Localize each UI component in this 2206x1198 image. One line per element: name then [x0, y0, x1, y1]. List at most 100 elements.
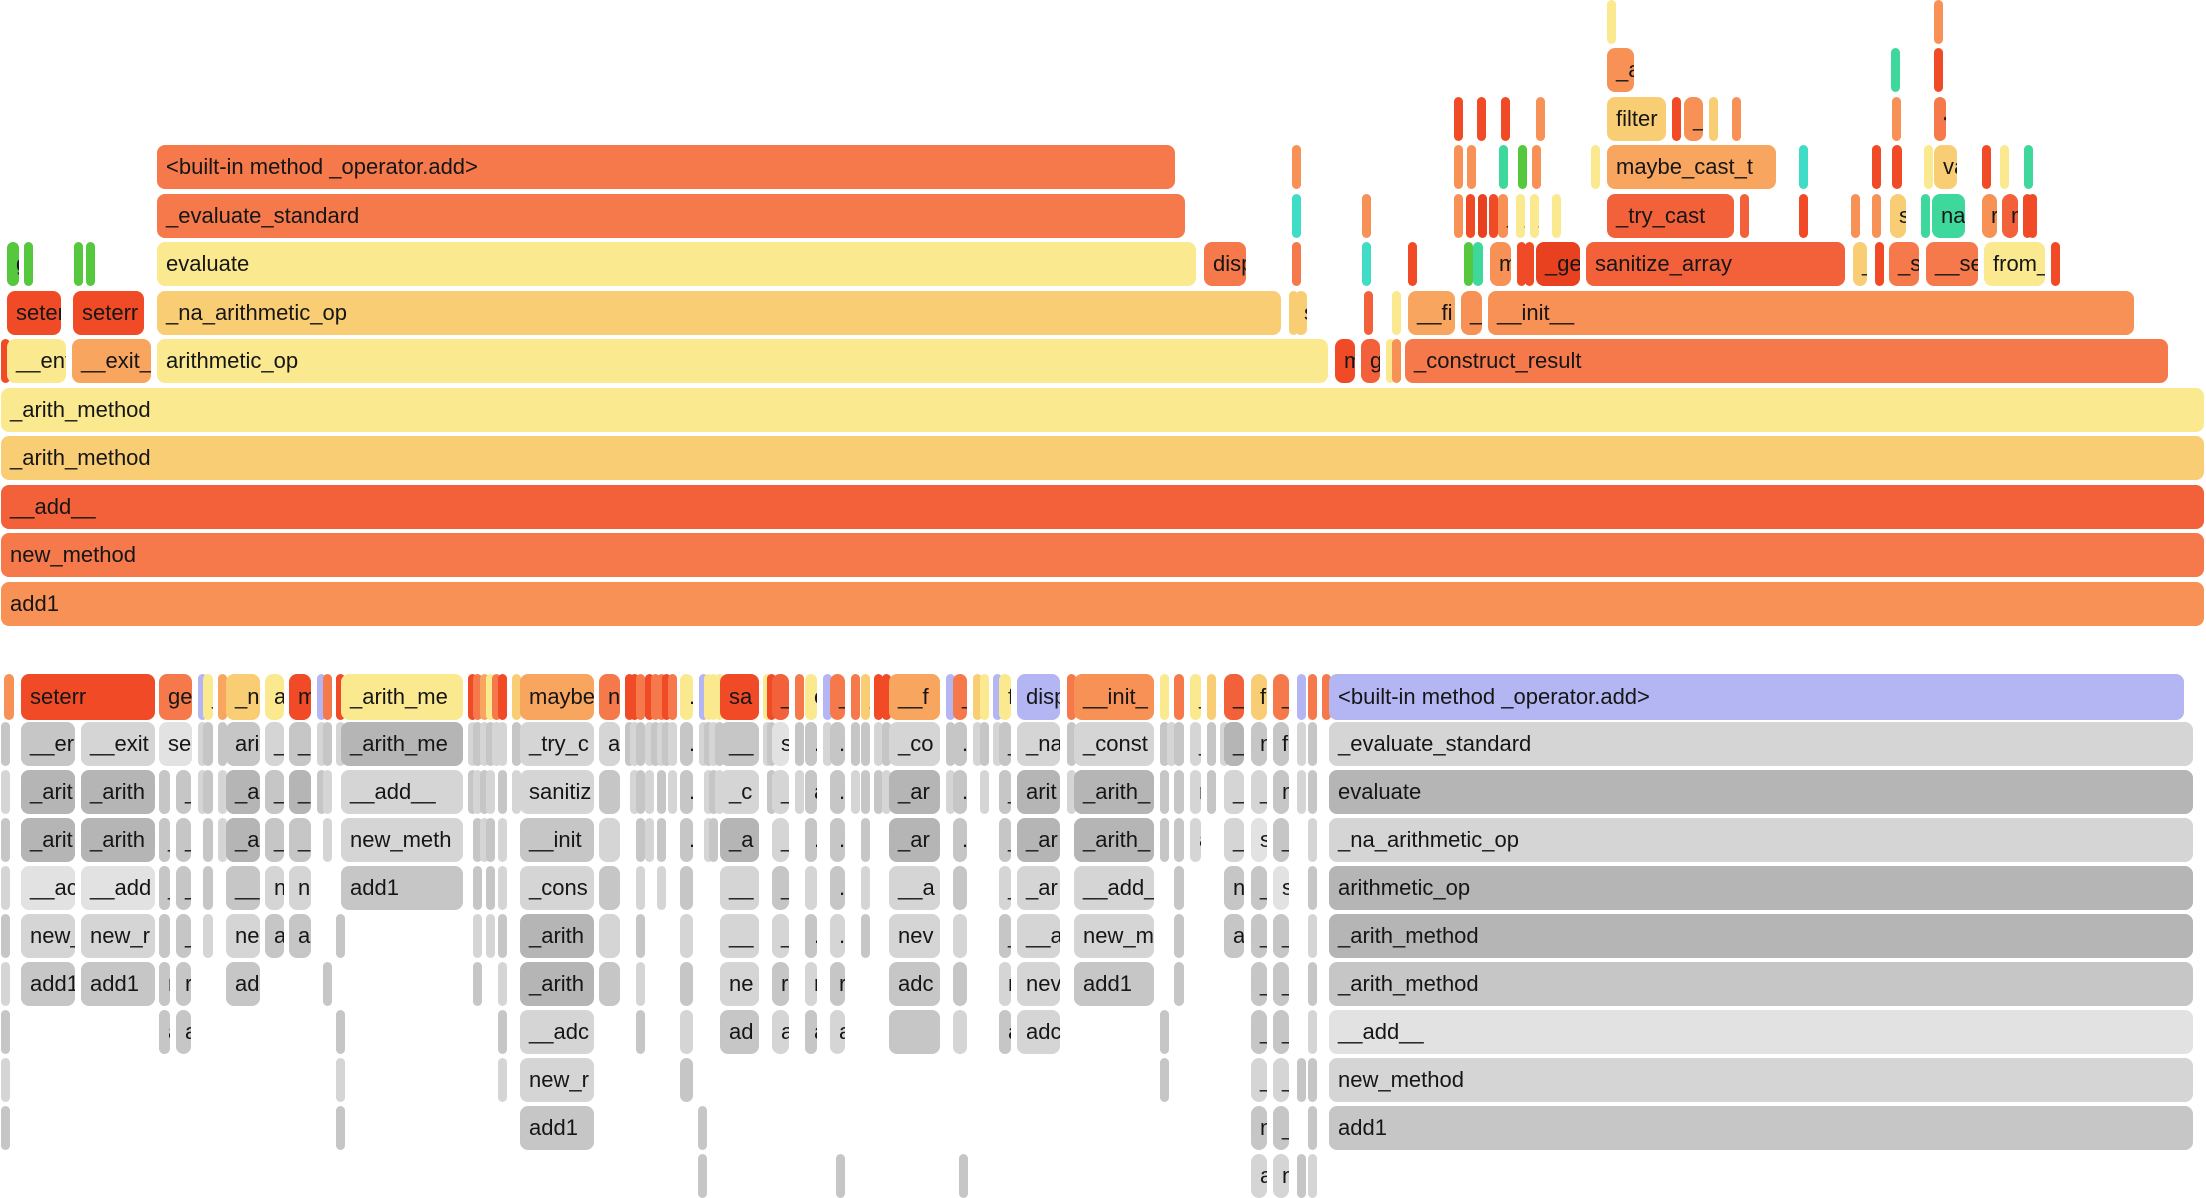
flame-frame-sliver[interactable]: [795, 770, 804, 814]
flame-frame-n[interactable]: n: [1273, 1154, 1289, 1198]
flame-frame-sliver[interactable]: .: [1308, 962, 1317, 1006]
flame-frame-sliver[interactable]: [1525, 242, 1534, 286]
flame-frame-sliver[interactable]: _: [1273, 1058, 1289, 1102]
flame-frame-sliver[interactable]: _: [1251, 914, 1267, 958]
flame-frame-sanitize-array[interactable]: sanitize_array: [1586, 242, 1845, 286]
flame-frame-sliver[interactable]: [651, 722, 660, 766]
flame-frame-sliver[interactable]: [1921, 194, 1930, 238]
flame-frame-sliver[interactable]: _: [1684, 97, 1703, 141]
flame-frame-sliver[interactable]: [1292, 145, 1301, 189]
flame-frame-const[interactable]: _const: [1074, 722, 1154, 766]
flame-frame-ari[interactable]: ari: [226, 722, 260, 766]
flame-frame-sliver[interactable]: .: [1308, 914, 1317, 958]
flame-frame-disp[interactable]: disp: [1017, 674, 1060, 720]
flame-frame-sliver[interactable]: _: [772, 914, 789, 958]
flame-frame-a[interactable]: a: [176, 1010, 191, 1054]
flame-frame-sliver[interactable]: [1454, 194, 1463, 238]
flame-frame-sliver[interactable]: [1, 866, 10, 910]
flame-frame-sliver[interactable]: _: [953, 674, 967, 720]
flame-frame-sliver[interactable]: .: [159, 770, 170, 814]
flame-frame-er[interactable]: __er: [21, 722, 75, 766]
flame-frame-ne[interactable]: ne: [1224, 866, 1244, 910]
flame-frame-sliver[interactable]: [662, 674, 671, 720]
flame-frame-sliver[interactable]: [874, 770, 883, 814]
flame-frame-sliver[interactable]: [198, 674, 207, 720]
flame-frame-sliver[interactable]: [823, 674, 832, 720]
flame-frame-sliver[interactable]: [336, 1058, 345, 1102]
flame-frame-sliver[interactable]: [953, 914, 967, 958]
flame-frame-n[interactable]: n: [289, 866, 311, 910]
flame-frame-sliver[interactable]: [959, 1154, 968, 1198]
flame-frame-sliver[interactable]: [1934, 48, 1943, 92]
flame-frame-sliver[interactable]: _: [861, 674, 870, 720]
flame-frame-sliver[interactable]: [1607, 0, 1616, 44]
flame-frame-sliver[interactable]: .: [1892, 145, 1902, 189]
flame-frame-va[interactable]: va: [1934, 145, 1957, 189]
flame-frame-r[interactable]: r: [159, 962, 170, 1006]
flame-frame-sliver[interactable]: _: [1273, 1010, 1289, 1054]
flame-frame-sliver[interactable]: [1466, 194, 1475, 238]
flame-frame-seterr[interactable]: seterr: [21, 674, 155, 720]
flame-frame-sliver[interactable]: _: [999, 866, 1011, 910]
flame-frame-sliver[interactable]: [680, 866, 693, 910]
flame-frame-sliver[interactable]: _: [1273, 962, 1289, 1006]
flame-frame-sliver[interactable]: _: [289, 818, 311, 862]
flame-frame-sliver[interactable]: _: [176, 866, 191, 910]
flame-frame-sliver[interactable]: [1892, 97, 1901, 141]
flame-frame-add1[interactable]: add1: [1074, 962, 1154, 1006]
flame-frame-sliver[interactable]: [468, 722, 477, 766]
flame-frame-sliver[interactable]: .: [830, 866, 845, 910]
flame-frame-sliver[interactable]: [636, 866, 645, 910]
flame-frame-sliver[interactable]: .: [1875, 242, 1884, 286]
flame-frame-a[interactable]: a: [1190, 818, 1201, 862]
flame-frame-nev[interactable]: nev: [889, 914, 940, 958]
flame-frame-sliver[interactable]: _: [772, 866, 789, 910]
flame-frame-sliver[interactable]: .: [680, 722, 693, 766]
flame-frame-sliver[interactable]: [1297, 1058, 1306, 1102]
flame-frame-ge[interactable]: _ge: [1536, 242, 1580, 286]
flame-frame-sliver[interactable]: [317, 674, 326, 720]
flame-frame-sliver[interactable]: _: [265, 770, 284, 814]
flame-frame-sliver[interactable]: [1, 339, 10, 383]
flame-frame-sliver[interactable]: _: [1516, 194, 1525, 238]
flame-frame-evaluate-standard[interactable]: _evaluate_standard: [157, 194, 1185, 238]
flame-frame-add[interactable]: __add__: [1329, 1010, 2193, 1054]
flame-frame-r[interactable]: r: [498, 674, 507, 720]
flame-frame-sliver[interactable]: [599, 770, 620, 814]
flame-frame-sliver[interactable]: _: [772, 818, 789, 862]
flame-frame-sliver[interactable]: .: [805, 722, 817, 766]
flame-frame-sliver[interactable]: [805, 866, 817, 910]
flame-frame-new[interactable]: new_: [21, 914, 75, 958]
flame-frame-r[interactable]: r: [830, 962, 845, 1006]
flame-frame-sliver[interactable]: .: [861, 722, 870, 766]
flame-frame-sliver[interactable]: [1386, 339, 1395, 383]
flame-frame-sliver[interactable]: [1, 722, 10, 766]
flame-frame-sliver[interactable]: [795, 722, 804, 766]
flame-frame-sliver[interactable]: .: [851, 674, 860, 720]
flame-frame-sliver[interactable]: _: [999, 914, 1011, 958]
flame-frame-a[interactable]: a: [772, 1010, 789, 1054]
flame-frame-sliver[interactable]: [1292, 242, 1301, 286]
flame-frame-sliver[interactable]: [1174, 962, 1184, 1006]
flame-frame-sliver[interactable]: [1454, 97, 1463, 141]
flame-frame-a[interactable]: __a: [889, 866, 940, 910]
flame-frame-sliver[interactable]: .: [159, 914, 170, 958]
flame-frame-sliver[interactable]: .: [1308, 674, 1317, 720]
flame-frame-sliver[interactable]: [709, 770, 718, 814]
flame-frame-sliver[interactable]: [1322, 674, 1331, 720]
flame-frame-sliver[interactable]: [630, 770, 639, 814]
flame-frame-sliver[interactable]: .: [1174, 914, 1184, 958]
flame-frame-sliver[interactable]: [1, 1106, 10, 1150]
flame-frame-sliver[interactable]: [198, 722, 207, 766]
flame-frame-sliver[interactable]: [636, 818, 645, 862]
flame-frame-sanitiz[interactable]: sanitiz: [520, 770, 594, 814]
flame-frame-s[interactable]: s: [1251, 818, 1267, 862]
flame-frame-sliver[interactable]: [993, 674, 1002, 720]
flame-frame-r[interactable]: r: [1473, 242, 1483, 286]
flame-frame-sliver[interactable]: _: [1530, 194, 1539, 238]
flame-frame-n[interactable]: n: [2002, 194, 2018, 238]
flame-frame-co[interactable]: _co: [889, 722, 940, 766]
flame-frame-evaluate-standard[interactable]: _evaluate_standard: [1329, 722, 2193, 766]
flame-frame-n[interactable]: n: [999, 962, 1011, 1006]
flame-frame-sliver[interactable]: .: [805, 914, 817, 958]
